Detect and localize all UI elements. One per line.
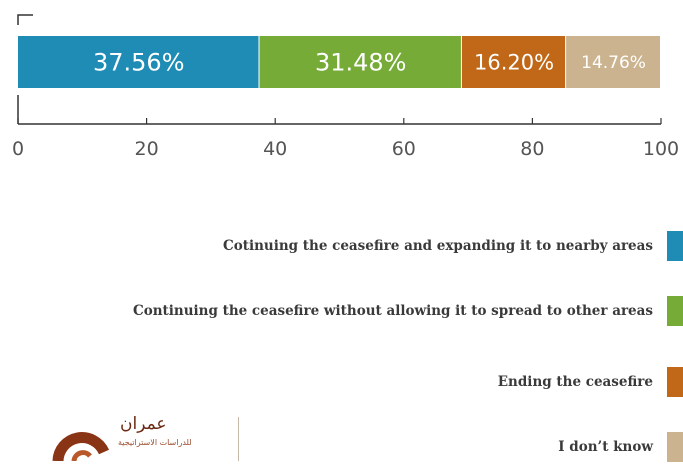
stacked-bar-chart: 0 20 40 60 80 100 37.56% 31.48% 16.20% 14.76% — [12, 14, 679, 160]
legend-label: Ending the ceasefire — [497, 374, 653, 390]
bar-segment — [566, 36, 660, 88]
legend-swatch — [667, 296, 683, 326]
legend-item: Ending the ceasefire — [498, 367, 683, 397]
bar-segment — [461, 36, 566, 88]
omran-logo: عمران للدراسات الاستراتيجية — [50, 412, 250, 462]
bar-segment — [18, 36, 259, 88]
logo-arabic-name: عمران — [120, 414, 167, 434]
legend-swatch — [667, 231, 683, 261]
bar-value-label: 31.48% — [315, 49, 407, 77]
logo-arabic-subtitle: للدراسات الاستراتيجية — [118, 438, 192, 447]
x-tick-label: 100 — [643, 138, 679, 160]
bar-segment — [259, 36, 461, 88]
x-tick-label: 20 — [135, 138, 159, 160]
legend-item: Cotinuing the ceasefire and expanding it… — [223, 231, 683, 261]
x-tick-label: 0 — [12, 138, 24, 160]
bar-value-label: 37.56% — [93, 49, 185, 77]
x-tick-label: 80 — [520, 138, 544, 160]
bar-value-label: 16.20% — [474, 51, 554, 75]
legend-item: I don’t know — [558, 432, 683, 462]
x-tick-label: 60 — [392, 138, 416, 160]
legend-item: Continuing the ceasefire without allowin… — [133, 296, 683, 326]
bar-value-label: 14.76% — [581, 53, 646, 73]
omran-logo-icon — [52, 432, 110, 462]
x-tick-label: 40 — [263, 138, 287, 160]
legend-label: I don’t know — [558, 439, 653, 455]
corner-mark — [17, 14, 33, 25]
logo-divider — [238, 417, 239, 461]
legend-label: Cotinuing the ceasefire and expanding it… — [222, 238, 653, 254]
legend-swatch — [667, 432, 683, 462]
legend-swatch — [667, 367, 683, 397]
legend-label: Continuing the ceasefire without allowin… — [132, 303, 653, 319]
